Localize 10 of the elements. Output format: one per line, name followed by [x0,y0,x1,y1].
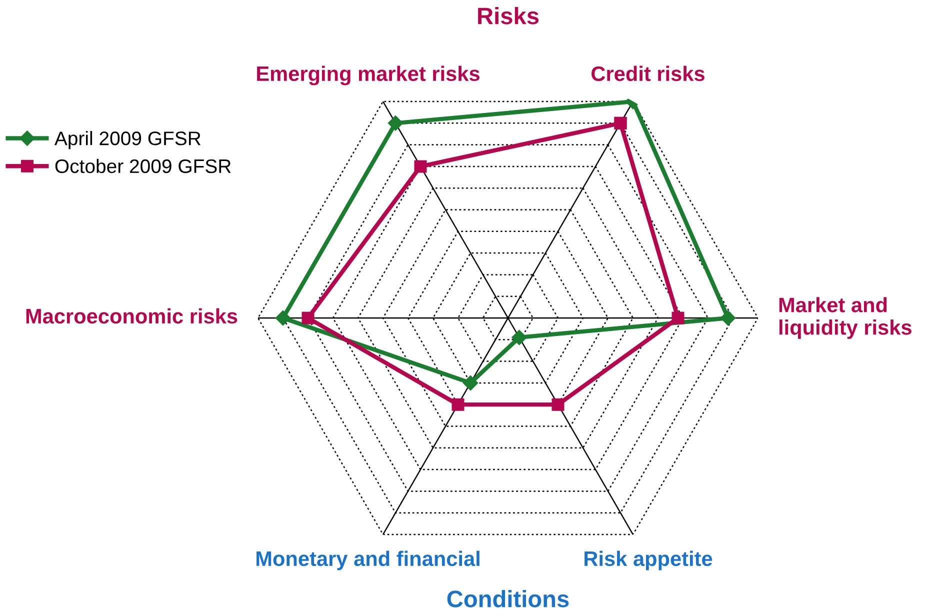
spoke-label: Macroeconomic risks [26,308,238,324]
spoke-label: Monetary and financial [256,550,480,570]
spoke-label: Market and liquidity risks [779,297,912,339]
legend-label: April 2009 GFSR [54,130,201,150]
spoke-label: Credit risks [592,66,704,82]
text: Conditions [447,590,569,608]
chart-title: Risks [478,6,539,24]
spoke-label: Emerging market risks [257,66,480,86]
spoke-label: Risk appetite [584,550,712,570]
legend-label: October 2009 GFSR [55,158,231,174]
